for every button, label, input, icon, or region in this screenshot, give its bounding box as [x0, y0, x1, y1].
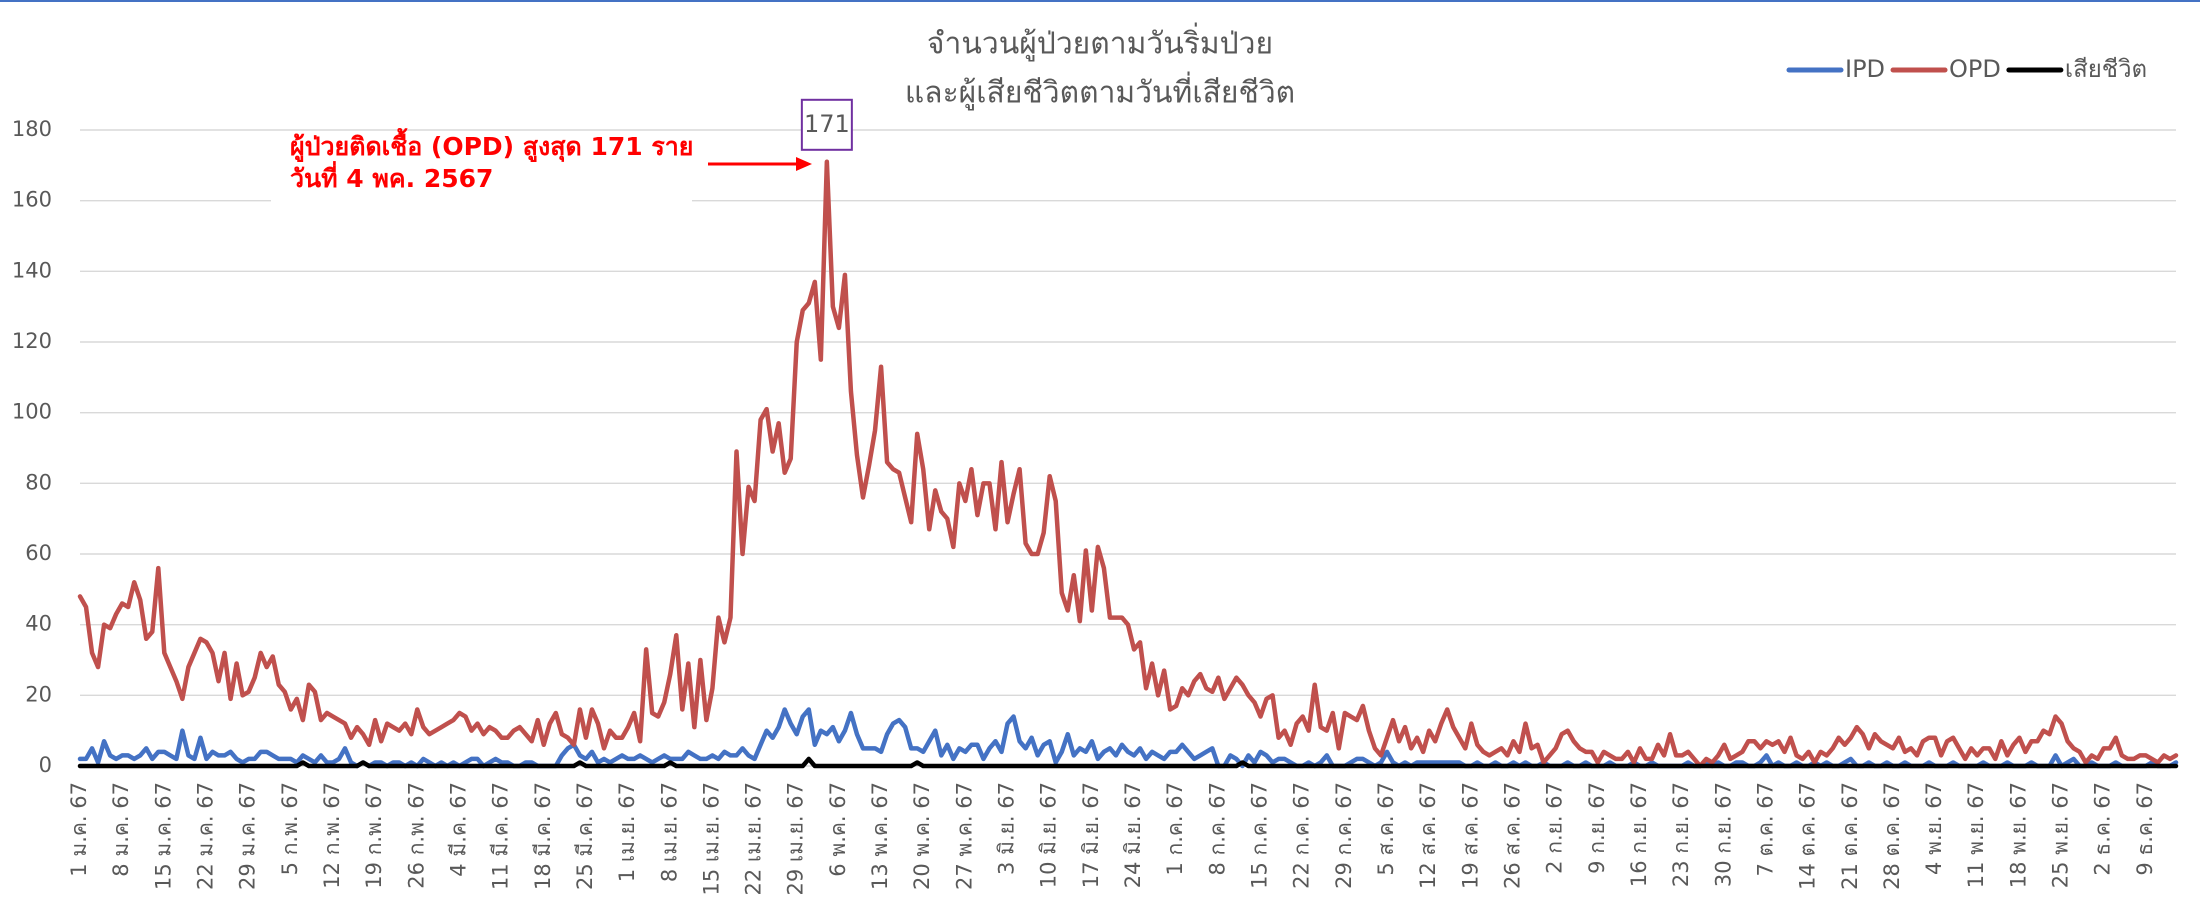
y-tick-label: 100 [12, 400, 52, 424]
y-tick-label: 60 [25, 541, 52, 565]
peak-label-box [800, 98, 853, 151]
x-tick-label: 27 พ.ค. 67 [952, 782, 976, 890]
y-tick-label: 160 [12, 188, 52, 212]
annotation-background [271, 133, 692, 203]
y-tick-label: 180 [12, 117, 52, 141]
x-tick-label: 10 มิ.ย. 67 [1037, 782, 1061, 888]
x-tick-label: 20 พ.ค. 67 [910, 782, 934, 890]
x-tick-label: 29 ม.ค. 67 [236, 782, 260, 890]
x-tick-label: 19 ก.พ. 67 [362, 782, 386, 889]
top-border [0, 0, 2200, 2]
legend: IPD OPD เสียชีวิต [1786, 55, 2147, 83]
chart-title: จำนวนผู้ป่วยตามวันริ่มป่วย [927, 23, 1273, 62]
x-tick-label: 18 มี.ค. 67 [531, 782, 555, 890]
x-tick-label: 24 มิ.ย. 67 [1121, 782, 1145, 888]
grid [80, 129, 2176, 767]
x-tick-label: 5 ก.พ. 67 [278, 782, 302, 875]
y-tick-label: 80 [25, 470, 52, 494]
annotation: วันที่ 4 พค. 2567 [290, 161, 493, 193]
x-tick-label: 22 ก.ค. 67 [1290, 782, 1314, 889]
y-tick-label: 40 [25, 612, 52, 636]
x-tick-label: 22 เม.ย. 67 [742, 782, 766, 895]
x-tick-label: 5 ส.ค. 67 [1374, 782, 1398, 876]
series-line [77, 756, 2179, 769]
x-tick-label: 18 พ.ย. 67 [2006, 782, 2030, 888]
y-tick-label: 120 [12, 329, 52, 353]
x-tick-label: 6 พ.ค. 67 [826, 782, 850, 877]
x-tick-label: 8 ก.ค. 67 [1205, 782, 1229, 876]
x-tick-label: 16 ก.ย. 67 [1627, 782, 1651, 887]
x-tick-label: 11 มี.ค. 67 [489, 782, 513, 890]
peak-label: 171 [804, 110, 850, 138]
x-tick-label: 30 ก.ย. 67 [1711, 782, 1735, 887]
x-tick-label: 26 ก.พ. 67 [404, 782, 428, 889]
x-tick-label: 14 ต.ค. 67 [1796, 782, 1820, 890]
x-tick-label: 8 เม.ย. 67 [657, 782, 681, 882]
annotation-arrowhead [796, 157, 812, 171]
x-tick-label: 19 ส.ค. 67 [1458, 782, 1482, 889]
series-line [77, 159, 2179, 769]
x-tick-label: 8 ม.ค. 67 [109, 782, 133, 877]
legend-label: IPD [1845, 55, 1885, 83]
x-tick-label: 4 มี.ค. 67 [446, 782, 470, 877]
series-line [77, 707, 2179, 769]
x-tick-label: 15 ก.ค. 67 [1248, 782, 1272, 889]
legend-label: OPD [1949, 55, 2001, 83]
x-tick-label: 25 พ.ย. 67 [2049, 782, 2073, 888]
x-tick-label: 15 ม.ค. 67 [151, 782, 175, 890]
x-tick-label: 2 ก.ย. 67 [1543, 782, 1567, 874]
x-tick-label: 12 ก.พ. 67 [320, 782, 344, 889]
x-tick-label: 11 พ.ย. 67 [1964, 782, 1988, 888]
x-tick-label: 1 ก.ค. 67 [1163, 782, 1187, 876]
x-tick-label: 4 พ.ย. 67 [1922, 782, 1946, 875]
chart-title: และผู้เสียชีวิตตามวันที่เสียชีวิต [905, 72, 1295, 111]
y-tick-label: 140 [12, 258, 52, 282]
x-tick-label: 2 ธ.ค. 67 [2091, 782, 2115, 876]
annotation: ผู้ป่วยติดเชื้อ (OPD) สูงสุด 171 ราย [290, 127, 693, 163]
x-tick-label: 23 ก.ย. 67 [1669, 782, 1693, 887]
y-tick-label: 20 [25, 682, 52, 706]
legend-label: เสียชีวิต [2065, 55, 2147, 83]
x-tick-label: 26 ส.ค. 67 [1500, 782, 1524, 889]
x-tick-label: 25 มี.ค. 67 [573, 782, 597, 890]
x-tick-label: 15 เม.ย. 67 [699, 782, 723, 895]
x-tick-label: 1 เม.ย. 67 [615, 782, 639, 882]
plot [77, 159, 2179, 769]
y-tick-label: 0 [39, 753, 52, 777]
x-tick-label: 28 ต.ค. 67 [1880, 782, 1904, 890]
x-tick-label: 12 ส.ค. 67 [1416, 782, 1440, 889]
x-tick-label: 7 ต.ค. 67 [1753, 782, 1777, 876]
x-tick-label: 9 ก.ย. 67 [1585, 782, 1609, 874]
x-tick-label: 22 ม.ค. 67 [193, 782, 217, 890]
x-tick-label: 29 เม.ย. 67 [784, 782, 808, 895]
x-tick-label: 1 ม.ค. 67 [67, 782, 91, 877]
x-tick-label: 3 มิ.ย. 67 [995, 782, 1019, 875]
x-tick-label: 13 พ.ค. 67 [868, 782, 892, 890]
x-tick-label: 29 ก.ค. 67 [1332, 782, 1356, 889]
x-tick-label: 9 ธ.ค. 67 [2133, 782, 2157, 876]
x-tick-label: 17 มิ.ย. 67 [1079, 782, 1103, 888]
x-tick-label: 21 ต.ค. 67 [1838, 782, 1862, 890]
